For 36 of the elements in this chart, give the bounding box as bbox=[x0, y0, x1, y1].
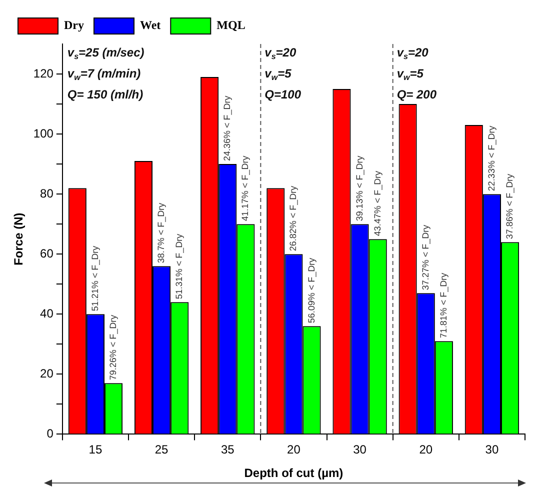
data-label: 37.86% < F_Dry bbox=[504, 173, 515, 240]
data-label: 22.33% < F_Dry bbox=[486, 125, 496, 192]
data-label: 51.21% < F_Dry bbox=[90, 245, 100, 312]
annotation: Q=100 bbox=[264, 87, 302, 102]
annotation: Q= 150 (ml/h) bbox=[67, 87, 144, 102]
x-axis-title: Depth of cut (µm) bbox=[244, 466, 344, 480]
data-label: 24.36% < F_Dry bbox=[222, 95, 232, 162]
legend-label: Wet bbox=[140, 18, 161, 32]
y-tick-label: 60 bbox=[40, 246, 54, 260]
y-tick-label: 80 bbox=[40, 186, 54, 200]
data-label: 37.27% < F_Dry bbox=[420, 224, 430, 290]
y-axis-title: Force (N) bbox=[12, 212, 26, 266]
x-tick-label: 20 bbox=[287, 442, 301, 457]
y-tick-label: 100 bbox=[33, 126, 54, 140]
x-tick-label: 15 bbox=[88, 442, 102, 457]
data-label: 79.26% < F_Dry bbox=[108, 314, 118, 380]
y-tick-label: 0 bbox=[46, 426, 54, 441]
legend-label: MQL bbox=[216, 18, 246, 32]
data-label: 38.7% < F_Dry bbox=[156, 202, 166, 264]
x-tick-label: 35 bbox=[220, 442, 235, 457]
data-label: 26.82% < F_Dry bbox=[288, 185, 298, 252]
x-tick-label: 25 bbox=[154, 442, 169, 457]
legend-label: Dry bbox=[64, 18, 84, 32]
data-label: 43.47% < F_Dry bbox=[372, 170, 382, 236]
y-tick-label: 120 bbox=[33, 66, 54, 80]
data-label: 41.17% < F_Dry bbox=[240, 155, 250, 222]
annotation: Q= 200 bbox=[396, 87, 437, 102]
x-tick-label: 30 bbox=[353, 442, 367, 457]
data-label: 39.13% < F_Dry bbox=[354, 155, 364, 222]
data-label: 51.31% < F_Dry bbox=[174, 233, 184, 300]
y-tick-label: 40 bbox=[40, 306, 54, 320]
data-label: 56.09% < F_Dry bbox=[306, 257, 316, 324]
data-label: 71.81% < F_Dry bbox=[438, 272, 448, 338]
y-tick-label: 20 bbox=[40, 366, 54, 380]
x-tick-label: 20 bbox=[419, 442, 433, 457]
x-tick-label: 30 bbox=[485, 442, 499, 457]
